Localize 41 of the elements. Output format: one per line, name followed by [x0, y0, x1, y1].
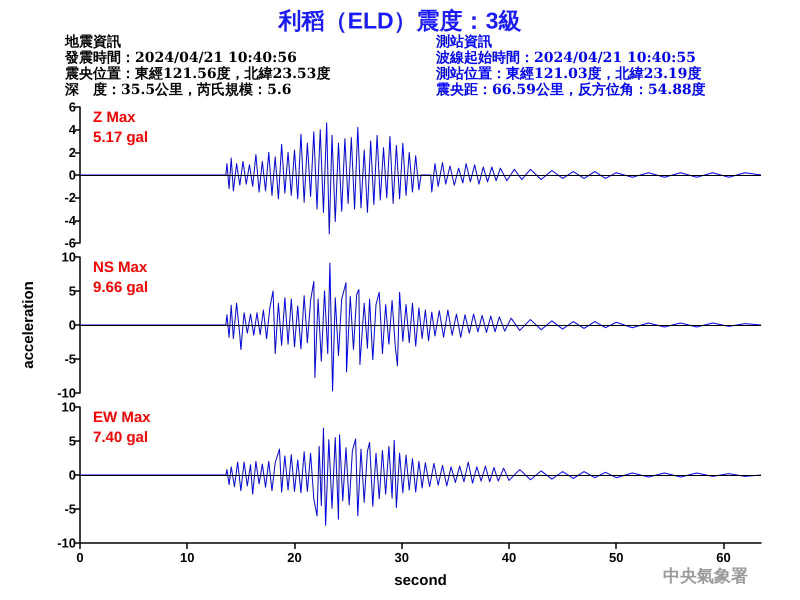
text: 地震資訊: [64, 33, 121, 50]
y-tick-label: 2: [68, 144, 76, 160]
y-tick-label: -10: [57, 386, 76, 400]
x-tick-label: 40: [502, 550, 516, 565]
x-axis-title: second: [394, 572, 447, 589]
y-tick-label: -5: [64, 502, 76, 516]
y-tick-label: -2: [64, 190, 76, 206]
x-tick-label: 50: [608, 550, 624, 565]
annotation: EW Max: [93, 409, 152, 426]
y-tick-label: 10: [62, 400, 76, 414]
y-tick-label: 4: [68, 122, 77, 138]
annotation: NS Max: [93, 259, 148, 276]
y-tick-label: 0: [68, 318, 76, 332]
annotation: 9.66 gal: [93, 279, 148, 296]
x-tick-label: 10: [180, 550, 194, 565]
y-tick-label: 5: [68, 284, 76, 298]
y-tick-label: 0: [68, 468, 76, 482]
x-tick-label: 30: [394, 550, 409, 565]
x-tick-label: 60: [716, 550, 731, 565]
y-tick-label: 10: [62, 250, 76, 264]
annotation: 5.17 gal: [93, 129, 148, 146]
y-axis-title: acceleration: [20, 281, 37, 369]
text: 波線起始時間：2024/04/21 10:40:55: [435, 50, 696, 66]
y-tick-label: -10: [57, 536, 76, 550]
y-tick-label: 0: [68, 168, 76, 182]
annotation: Z Max: [93, 109, 136, 126]
text: 震央位置：東經121.56度，北緯23.53度: [64, 65, 330, 82]
text: 測站資訊: [435, 33, 492, 50]
y-tick-label: -4: [64, 212, 77, 228]
text: 發震時間：2024/04/21 10:40:56: [64, 50, 297, 66]
chart-title: 利稻（ELD）震度：3級: [278, 8, 522, 34]
y-tick-label: -6: [64, 236, 76, 250]
y-tick-label: 6: [68, 100, 76, 114]
text: 深 度：35.5公里，芮氏規模：5.6: [64, 81, 292, 98]
annotation: 7.40 gal: [93, 429, 148, 446]
text: 測站位置：東經121.03度，北緯23.19度: [435, 65, 702, 82]
y-tick-label: 5: [68, 434, 76, 448]
y-tick-label: -5: [64, 352, 76, 366]
x-tick-label: 20: [287, 550, 302, 565]
text: 震央距：66.59公里，反方位角：54.88度: [435, 81, 706, 98]
text: 中央氣象署: [663, 566, 748, 586]
